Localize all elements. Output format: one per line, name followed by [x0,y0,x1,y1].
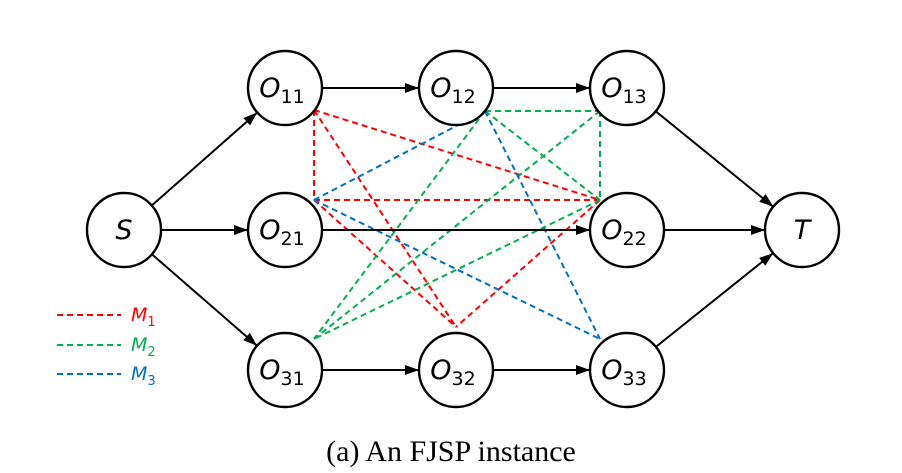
node-circle [246,49,324,127]
node-o12: O12 [417,49,495,127]
node-label-main: O [601,73,622,104]
node-label-main: O [259,355,280,386]
node-circle [417,49,495,127]
node-label-main: O [259,73,280,104]
node-label-subscript: 11 [281,86,305,108]
node-label-t: T [794,215,813,246]
node-label-subscript: 21 [281,228,305,250]
machine-edges [313,109,601,340]
node-label-o31: O31 [259,355,304,390]
edge-o33-t [655,252,774,348]
node-label-s: S [115,215,132,246]
node-label-o21: O21 [259,215,304,250]
figure-caption: (a) An FJSP instance [326,435,576,468]
machine-edge-m2-o12-o22 [484,110,601,201]
machine-edge-m1-o11-o32 [313,109,457,328]
node-label-main: O [430,355,451,386]
node-label-main: O [259,215,280,246]
legend-label-subscript: 2 [147,345,155,360]
node-label-subscript: 22 [623,228,647,250]
node-label-main: S [115,215,132,246]
legend-label-subscript: 1 [147,315,155,330]
node-circle [85,191,163,269]
node-label-main: O [430,73,451,104]
legend-label-m1: M1 [131,304,156,330]
machine-edge-m1-o22-o32 [455,199,601,328]
node-circle [417,331,495,409]
legend-label-main: M [131,363,147,385]
node-circle [588,331,666,409]
node-o31: O31 [246,331,324,409]
node-label-subscript: 12 [452,86,476,108]
node-o33: O33 [588,331,666,409]
legend-label-main: M [131,304,147,326]
node-o13: O13 [588,49,666,127]
machine-edge-m3-o21-o33 [313,199,601,340]
machine-edge-m2-o12-o31 [313,110,486,340]
node-label-main: O [601,355,622,386]
machine-edge-m2-o22-o31 [313,199,601,340]
machine-edge-m1-o21-o32 [313,199,457,328]
edge-s-o31 [151,253,258,347]
node-label-subscript: 32 [452,368,476,390]
legend-label-main: M [131,334,147,356]
node-circle [588,191,666,269]
node-label-o33: O33 [601,355,646,390]
node-label-o22: O22 [601,215,646,250]
node-circle [763,191,841,269]
node-circle [246,191,324,269]
precedence-edges [151,83,774,375]
machine-edge-m2-o13-o31 [313,110,601,340]
node-label-o13: O13 [601,73,646,108]
node-circle [246,331,324,409]
node-o11: O11 [246,49,324,127]
node-o32: O32 [417,331,495,409]
edge-o13-t [655,110,774,208]
machine-edge-m3-o12-o33 [484,110,601,340]
node-label-o32: O32 [430,355,475,390]
legend-label-m2: M2 [131,334,156,360]
legend-label-subscript: 3 [147,374,155,389]
legend-label-m3: M3 [131,363,156,389]
node-label-subscript: 31 [281,368,305,390]
node-label-subscript: 13 [623,86,647,108]
edge-s-o11 [151,111,258,207]
node-label-main: O [601,215,622,246]
node-s: S [85,191,163,269]
node-label-subscript: 33 [623,368,647,390]
node-o21: O21 [246,191,324,269]
node-label-o11: O11 [259,73,304,108]
node-label-o12: O12 [430,73,475,108]
node-circle [588,49,666,127]
node-o22: O22 [588,191,666,269]
node-label-main: T [794,215,813,246]
node-t: T [763,191,841,269]
